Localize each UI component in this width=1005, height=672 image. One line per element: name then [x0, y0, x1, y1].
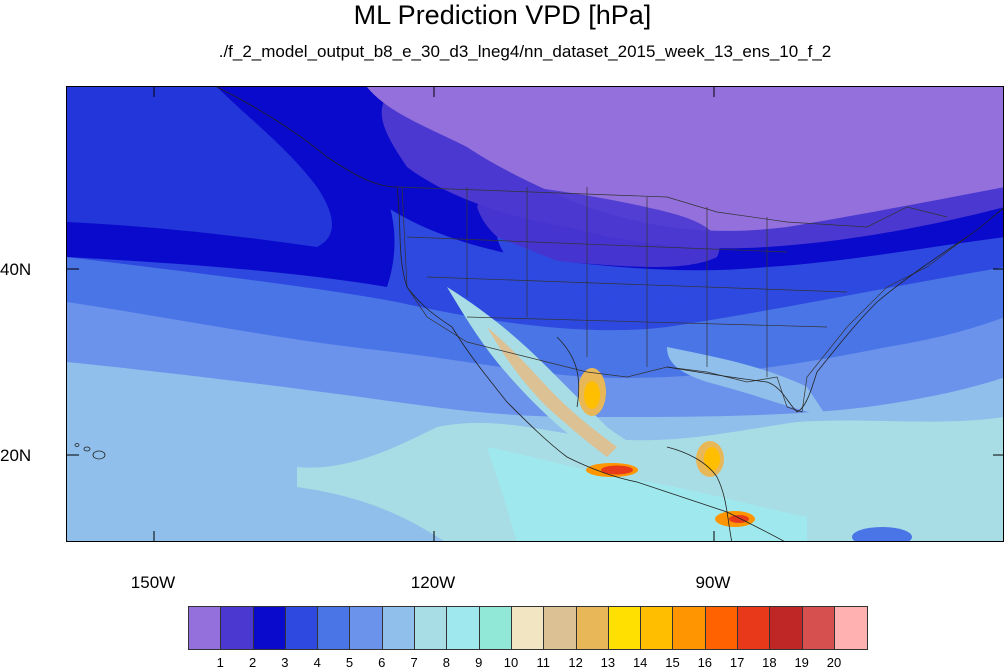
colorbar-swatch — [447, 607, 480, 649]
colorbar-label: 10 — [503, 655, 519, 670]
colorbar-label: 12 — [568, 655, 583, 670]
map-subtitle: ./f_2_model_output_b8_e_30_d3_lneg4/nn_d… — [218, 42, 832, 61]
colorbar-swatch — [576, 607, 609, 649]
colorbar-label: 1 — [216, 655, 224, 670]
colorbar-label: 15 — [665, 655, 680, 670]
colorbar-label: 9 — [475, 655, 483, 670]
lat-label-40n: 40N — [0, 260, 32, 279]
colorbar-swatch — [253, 607, 286, 649]
lon-label-90w: 90W — [695, 573, 731, 592]
colorbar-label: 11 — [536, 655, 551, 670]
colorbar-swatch — [318, 607, 351, 649]
map-title: ML Prediction VPD [hPa] — [353, 0, 652, 30]
colorbar-label: 20 — [826, 655, 842, 670]
colorbar-label: 4 — [313, 655, 321, 670]
colorbar-swatch — [382, 607, 416, 649]
colorbar-label: 3 — [281, 655, 289, 670]
colorbar-label: 16 — [697, 655, 713, 670]
colorbar-label: 2 — [248, 655, 257, 670]
colorbar-swatch — [608, 607, 642, 649]
colorbar-label: 19 — [794, 655, 809, 670]
colorbar-label: 14 — [632, 655, 648, 670]
lon-label-150w: 150W — [130, 573, 176, 592]
colorbar-swatch — [285, 607, 319, 649]
colorbar-label: 18 — [762, 655, 777, 670]
colorbar-swatch — [641, 607, 674, 649]
colorbar-swatch — [189, 607, 222, 649]
colorbar-label: 13 — [600, 655, 616, 670]
colorbar-swatch — [544, 607, 577, 649]
colorbar-label: 7 — [410, 655, 418, 670]
colorbar-label: 17 — [729, 655, 745, 670]
colorbar-label: 8 — [442, 655, 451, 670]
colorbar-swatch — [350, 607, 383, 649]
colorbar-swatch — [834, 607, 868, 649]
colorbar-swatch — [673, 607, 706, 649]
colorbar — [188, 606, 869, 650]
colorbar-swatch — [738, 607, 771, 649]
colorbar-swatch — [221, 607, 254, 649]
lat-label-20n: 20N — [0, 446, 32, 465]
colorbar-swatch — [479, 607, 512, 649]
colorbar-swatch — [770, 607, 803, 649]
colorbar-label: 5 — [345, 655, 354, 670]
vpd-contour-map — [67, 87, 1003, 541]
colorbar-swatch — [705, 607, 739, 649]
colorbar-swatch — [415, 607, 448, 649]
colorbar-swatch — [802, 607, 835, 649]
vpd-map — [66, 86, 1004, 542]
colorbar-swatch — [511, 607, 545, 649]
lon-label-120w: 120W — [410, 573, 456, 592]
colorbar-label: 6 — [378, 655, 386, 670]
